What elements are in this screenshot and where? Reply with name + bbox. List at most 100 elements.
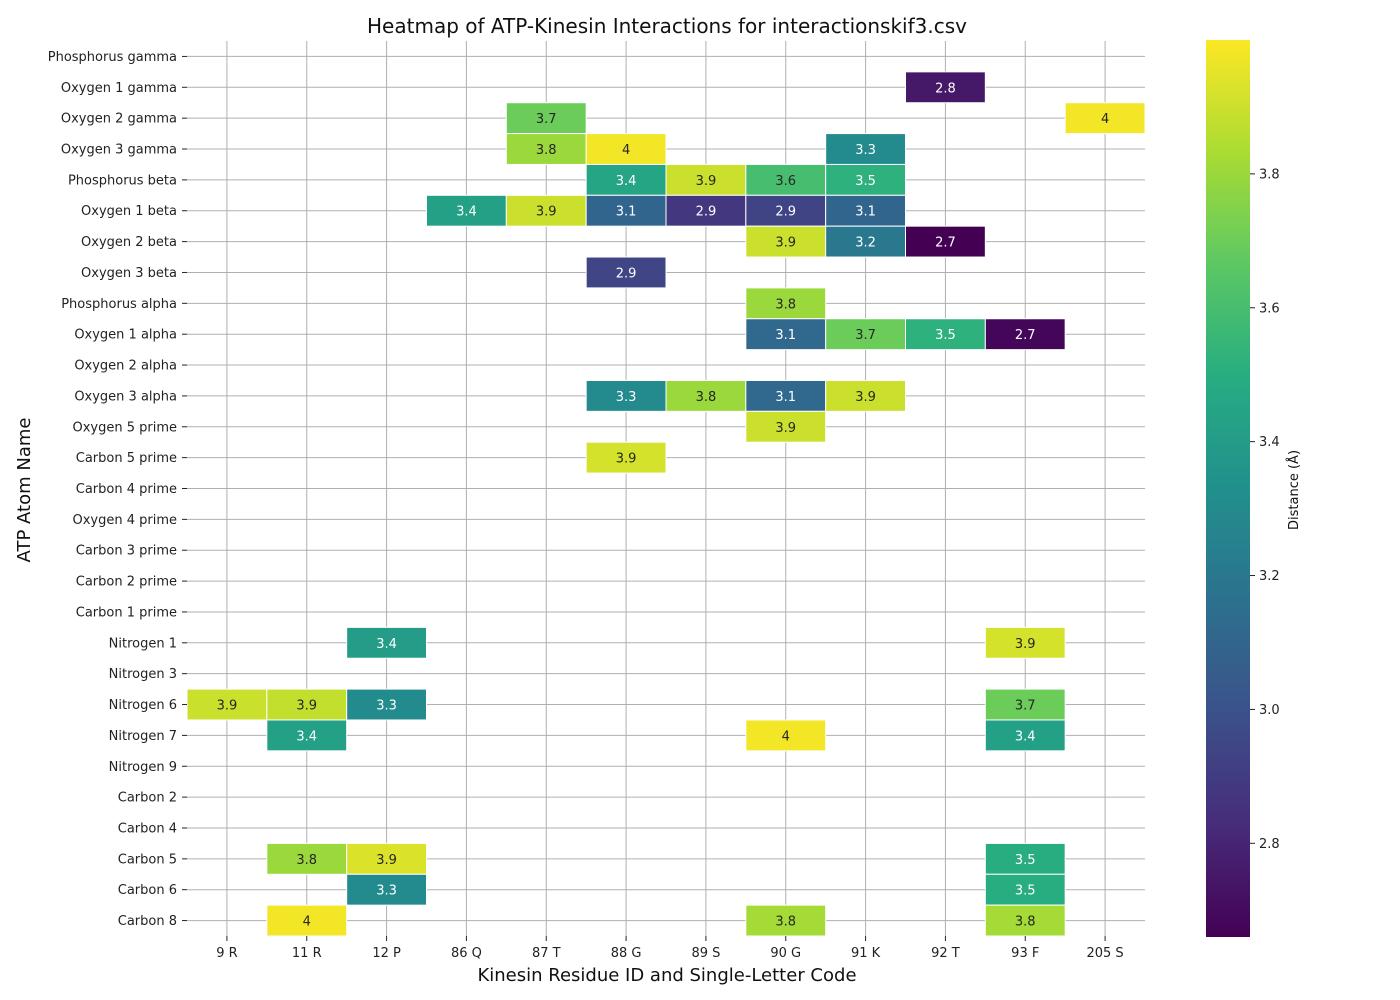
cell-value-label: 3.3: [376, 699, 397, 714]
chart-title: Heatmap of ATP-Kinesin Interactions for …: [367, 14, 967, 38]
cell-value-label: 3.6: [775, 174, 796, 189]
y-tick-label: Carbon 5: [118, 852, 177, 867]
y-tick-label: Carbon 4 prime: [76, 482, 177, 497]
heatmap-cell: [745, 318, 827, 351]
cell-value-label: 3.2: [855, 236, 876, 251]
heatmap-cell: [825, 318, 907, 351]
y-tick-label: Oxygen 1 gamma: [61, 81, 177, 96]
cell-value-label: 3.1: [616, 205, 637, 220]
heatmap-cell: [665, 163, 747, 196]
heatmap-cell: [825, 194, 907, 227]
x-tick-label: 11 R: [292, 946, 322, 961]
x-tick-label: 90 G: [770, 946, 801, 961]
y-tick-label: Phosphorus beta: [68, 173, 177, 188]
heatmap-cell: [745, 225, 827, 258]
y-tick-label: Oxygen 1 alpha: [74, 328, 177, 343]
y-tick-label: Nitrogen 6: [109, 698, 177, 713]
cell-value-label: 3.5: [935, 328, 956, 343]
cell-value-label: 3.9: [775, 236, 796, 251]
cell-value-label: 3.1: [775, 328, 796, 343]
heatmap-cell: [505, 102, 587, 135]
cell-value-label: 3.9: [1015, 637, 1036, 652]
y-tick-label: Oxygen 3 beta: [81, 266, 177, 281]
y-tick-label: Oxygen 2 beta: [81, 235, 177, 250]
y-tick-label: Phosphorus gamma: [48, 50, 177, 65]
heatmap-cell: [745, 287, 827, 320]
heatmap-cell: [665, 194, 747, 227]
y-tick-label: Oxygen 2 gamma: [61, 112, 177, 127]
cell-value-label: 4: [622, 143, 630, 158]
y-tick-label: Carbon 6: [118, 883, 177, 898]
heatmap-cell: [346, 842, 427, 875]
cell-value-label: 3.8: [775, 297, 796, 312]
cell-value-label: 2.7: [1015, 328, 1036, 343]
cell-value-label: 3.5: [855, 174, 876, 189]
y-tick-label: Oxygen 3 gamma: [61, 143, 177, 158]
colorbar-ticks: 2.8 3.0 3.2 3.4 3.6 3.8: [1250, 167, 1280, 852]
cell-value-label: 3.7: [855, 328, 876, 343]
cell-value-label: 3.9: [696, 174, 717, 189]
y-tick-label: Carbon 4: [118, 821, 177, 836]
cell-value-label: 2.9: [696, 205, 717, 220]
cell-value-label: 3.9: [536, 205, 557, 220]
heatmap-cell: [905, 71, 986, 104]
heatmap-cell: [585, 256, 667, 289]
heatmap-cell: [426, 194, 507, 227]
y-axis-title: ATP Atom Name: [14, 418, 35, 563]
y-tick-label: Oxygen 4 prime: [72, 513, 177, 528]
heatmap-cell: [825, 379, 907, 412]
cell-value-label: 3.4: [376, 637, 397, 652]
colorbar-tick-label: 3.4: [1259, 435, 1280, 450]
cell-value-label: 3.8: [696, 390, 717, 405]
heatmap-cell: [266, 688, 348, 721]
cell-value-label: 3.3: [376, 884, 397, 899]
y-tick-label: Nitrogen 7: [109, 729, 177, 744]
x-tick-label: 88 G: [611, 946, 642, 961]
cell-value-label: 3.8: [775, 915, 796, 930]
heatmap-cell: [745, 904, 827, 937]
colorbar-tick-label: 3.2: [1259, 569, 1280, 584]
y-tick-label: Carbon 3 prime: [76, 544, 177, 559]
heatmap-cell: [745, 410, 827, 443]
cell-value-label: 4: [303, 915, 311, 930]
heatmap-cell: [346, 873, 427, 906]
cell-value-label: 3.3: [616, 390, 637, 405]
cell-value-label: 3.4: [456, 205, 477, 220]
cell-value-label: 2.9: [775, 205, 796, 220]
heatmap-cell: [266, 904, 348, 937]
colorbar: [1206, 40, 1250, 937]
y-tick-label: Oxygen 5 prime: [72, 420, 177, 435]
colorbar-title: Distance (Å): [1286, 450, 1302, 530]
y-tick-label: Phosphorus alpha: [61, 297, 177, 312]
x-tick-label: 86 Q: [451, 946, 482, 961]
colorbar-tick-label: 2.8: [1259, 837, 1280, 852]
y-tick-label: Carbon 2: [118, 791, 177, 806]
x-tick-label: 92 T: [931, 946, 960, 961]
heatmap-cell: [266, 842, 348, 875]
cell-value-label: 3.8: [296, 853, 317, 868]
colorbar-tick-label: 3.8: [1259, 167, 1280, 182]
cell-value-label: 3.5: [1015, 884, 1036, 899]
heatmap-cell: [984, 688, 1066, 721]
heatmap-cell: [745, 719, 827, 752]
y-tick-label: Nitrogen 9: [109, 760, 177, 775]
x-axis-ticks: 9 R 11 R 12 P 86 Q 87 T 88 G 89 S 90 G 91 K 92 T 9…: [216, 936, 1124, 961]
heatmap-cell: [905, 225, 986, 258]
cell-value-label: 3.9: [217, 699, 238, 714]
x-tick-label: 93 F: [1011, 946, 1039, 961]
heatmap-cell: [825, 133, 907, 165]
colorbar-tick-label: 3.0: [1259, 703, 1280, 718]
heatmap-cell: [585, 379, 667, 412]
x-tick-label: 89 S: [691, 946, 720, 961]
cell-value-label: 2.9: [616, 266, 637, 281]
x-tick-label: 9 R: [216, 946, 237, 961]
heatmap-cell: [984, 904, 1066, 937]
heatmap-cell: [1064, 102, 1146, 135]
y-tick-label: Carbon 5 prime: [76, 451, 177, 466]
heatmap-cell: [745, 194, 827, 227]
x-axis-title: Kinesin Residue ID and Single-Letter Cod…: [477, 965, 856, 986]
heatmap-cell: [585, 441, 667, 474]
y-axis-ticks: Phosphorus gamma Oxygen 1 gamma Oxygen 2 g…: [48, 50, 187, 929]
cell-value-label: 3.4: [616, 174, 637, 189]
